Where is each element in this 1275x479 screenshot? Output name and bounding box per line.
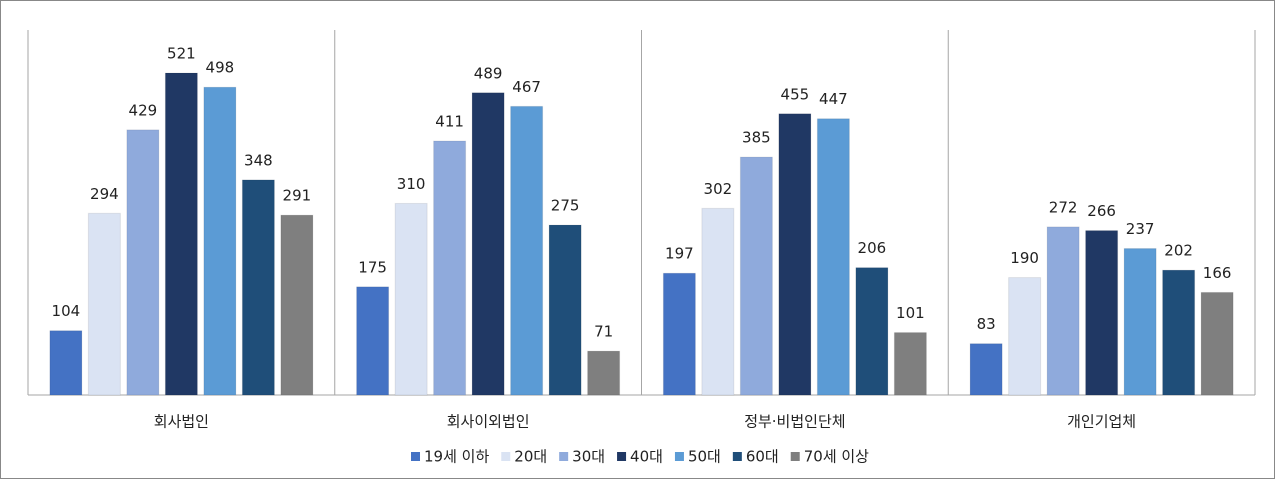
data-label: 498	[206, 59, 235, 77]
bar	[510, 105, 544, 396]
category-label: 개인기업체	[1067, 413, 1136, 431]
bar	[1008, 277, 1042, 396]
legend-swatch	[501, 452, 511, 461]
category-label: 회사이외법인	[447, 413, 530, 431]
bar	[356, 286, 390, 396]
data-label: 310	[397, 175, 426, 193]
bar	[855, 267, 889, 396]
data-label: 190	[1010, 249, 1039, 267]
legend-label: 60대	[746, 448, 779, 466]
data-label: 237	[1126, 220, 1155, 238]
bar	[203, 86, 237, 396]
bar	[1200, 291, 1234, 396]
bar	[1046, 226, 1080, 396]
data-label: 348	[244, 151, 273, 169]
data-label: 202	[1164, 242, 1193, 260]
legend-label: 50대	[688, 448, 721, 466]
data-label: 467	[512, 78, 541, 96]
legend-swatch	[617, 452, 627, 461]
data-label: 294	[90, 185, 119, 203]
data-label: 302	[704, 180, 733, 198]
bar	[241, 179, 275, 396]
category-label: 회사법인	[154, 413, 209, 431]
bar	[1085, 230, 1119, 396]
bar	[471, 92, 505, 396]
data-label: 455	[781, 85, 810, 103]
data-label: 521	[167, 45, 196, 63]
data-label: 385	[742, 129, 771, 147]
bar	[1123, 248, 1157, 396]
data-label: 447	[819, 90, 848, 108]
legend-label: 20대	[514, 448, 547, 466]
data-label: 175	[358, 258, 387, 276]
data-label: 266	[1087, 202, 1116, 220]
data-label: 272	[1049, 198, 1078, 216]
bar	[587, 350, 621, 396]
bar	[49, 330, 83, 396]
bar	[778, 113, 812, 396]
bar	[87, 212, 121, 396]
legend-swatch	[411, 452, 421, 461]
bar	[701, 207, 735, 396]
data-label: 197	[665, 245, 694, 263]
bar	[394, 202, 428, 396]
bar	[969, 343, 1003, 396]
data-label: 489	[474, 64, 503, 82]
legend-label: 70세 이상	[804, 448, 869, 466]
data-label: 275	[551, 197, 580, 215]
bar	[739, 156, 773, 396]
category-label: 정부·비법인단체	[744, 413, 845, 431]
data-label: 291	[283, 187, 312, 205]
bar	[893, 332, 927, 396]
bar	[1162, 269, 1196, 396]
legend-label: 19세 이하	[424, 448, 489, 466]
legend-swatch	[674, 452, 684, 461]
bar	[164, 72, 198, 396]
data-label: 206	[858, 239, 887, 257]
bar	[662, 272, 696, 396]
bar	[433, 140, 467, 396]
legend-label: 30대	[572, 448, 605, 466]
legend-swatch	[790, 452, 800, 461]
data-label: 104	[52, 302, 81, 320]
data-label: 429	[129, 101, 158, 119]
bar	[126, 129, 160, 396]
data-label: 101	[896, 304, 925, 322]
data-label: 71	[594, 323, 613, 341]
legend-label: 40대	[630, 448, 663, 466]
data-label: 411	[435, 112, 464, 130]
legend: 19세 이하 20대 30대 40대 50대 60대 70세 이상	[411, 448, 869, 466]
legend-swatch	[732, 452, 742, 461]
bar	[816, 118, 850, 396]
bar	[280, 214, 314, 396]
data-label: 83	[977, 315, 996, 333]
bar	[548, 224, 582, 396]
data-label: 166	[1203, 264, 1232, 282]
legend-swatch	[559, 452, 569, 461]
